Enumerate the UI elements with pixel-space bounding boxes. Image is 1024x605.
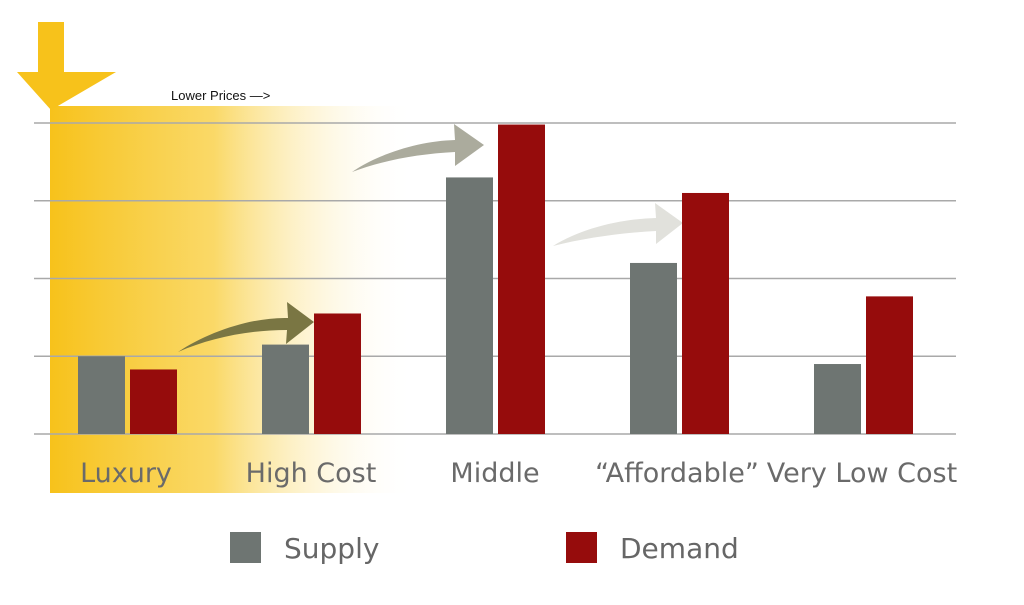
- category-labels: Luxury High Cost Middle “Affordable” Very Lo…: [80, 458, 957, 489]
- legend: Supply Demand: [230, 532, 739, 565]
- shift-arrow-high-cost-to-middle: [352, 124, 484, 172]
- legend-label-supply: Supply: [284, 532, 379, 565]
- bar-supply: [262, 344, 309, 434]
- shift-arrow-middle-to-affordable: [553, 203, 683, 246]
- legend-label-demand: Demand: [620, 532, 739, 565]
- bar-demand: [130, 369, 177, 434]
- bars: [78, 124, 913, 435]
- category-label: Very Low Cost: [767, 458, 957, 489]
- legend-swatch-supply: [230, 532, 261, 563]
- bar-supply: [630, 262, 677, 434]
- bar-demand: [866, 296, 913, 434]
- category-label: High Cost: [246, 458, 377, 489]
- lower-prices-label: Lower Prices —>: [171, 88, 270, 103]
- bar-supply: [814, 364, 861, 434]
- category-label: Luxury: [80, 458, 172, 489]
- shift-arrows: [178, 124, 683, 352]
- down-arrow-icon: [17, 22, 116, 110]
- price-range-highlight: [50, 106, 415, 493]
- bar-demand: [314, 313, 361, 434]
- bar-supply: [78, 356, 125, 434]
- shift-arrow-luxury-to-high-cost: [178, 302, 314, 352]
- bar-supply: [446, 177, 493, 435]
- category-label: Middle: [450, 458, 539, 489]
- bar-demand: [682, 192, 729, 434]
- legend-swatch-demand: [566, 532, 597, 563]
- gridlines: [34, 122, 956, 435]
- bar-demand: [498, 124, 545, 435]
- category-label: “Affordable”: [595, 458, 759, 489]
